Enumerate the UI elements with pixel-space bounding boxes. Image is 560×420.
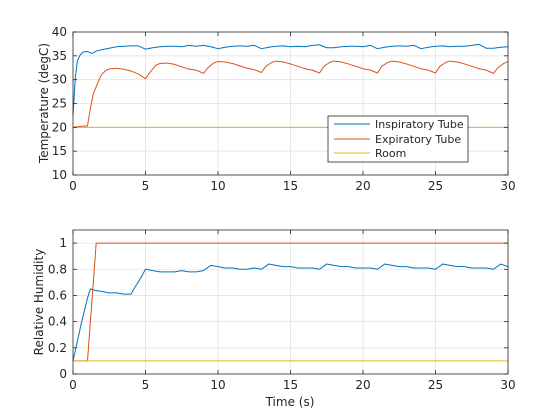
temperature-x-tick-label: 30: [500, 179, 515, 193]
temperature-x-tick-label: 20: [355, 179, 370, 193]
humidity-y-axis-label: Relative Humidity: [32, 249, 46, 356]
temperature-line-expiratory-tube: [72, 60, 509, 128]
temperature-ticks: 0 5 10 15 20 25 30 10 15 20 25 30 35 40: [52, 25, 516, 193]
temperature-y-tick-label: 10: [52, 168, 67, 182]
time-x-axis-label: Time (s): [265, 395, 315, 409]
humidity-x-tick-label: 15: [283, 378, 298, 392]
humidity-axes: 0 5 10 15 20 25 30 0 0.2 0.4 0.6 0.8 1 Relative Humi…: [32, 229, 516, 409]
legend-label-inspiratory-tube: Inspiratory Tube: [375, 118, 464, 131]
temperature-y-tick-label: 30: [52, 73, 67, 87]
temperature-x-tick-label: 5: [142, 179, 150, 193]
temperature-x-tick-label: 15: [283, 179, 298, 193]
humidity-y-tick-label: 0.4: [48, 315, 67, 329]
legend-label-room: Room: [375, 147, 406, 160]
humidity-y-tick-label: 0.2: [48, 341, 67, 355]
temperature-y-tick-label: 20: [52, 120, 67, 134]
temperature-axes: 0 5 10 15 20 25 30 10 15 20 25 30 35 40 Temperature (…: [37, 25, 516, 193]
humidity-y-tick-label: 0.6: [48, 288, 67, 302]
temperature-y-tick-label: 15: [52, 144, 67, 158]
humidity-x-tick-label: 10: [210, 378, 225, 392]
temperature-line-inspiratory-tube: [72, 43, 509, 116]
temperature-y-tick-label: 25: [52, 97, 67, 111]
humidity-y-tick-label: 0.8: [48, 262, 67, 276]
humidity-line-series-1: [72, 263, 509, 362]
humidity-y-tick-label: 1: [59, 236, 67, 250]
humidity-x-tick-label: 25: [428, 378, 443, 392]
humidity-y-tick-label: 0: [59, 367, 67, 381]
legend-label-expiratory-tube: Expiratory Tube: [375, 133, 461, 146]
temperature-y-tick-label: 40: [52, 25, 67, 39]
temperature-y-axis-label: Temperature (degC): [37, 43, 51, 164]
humidity-ticks: 0 5 10 15 20 25 30 0 0.2 0.4 0.6 0.8 1: [48, 230, 516, 392]
temperature-legend: Inspiratory Tube Expiratory Tube Room: [327, 115, 469, 163]
temperature-x-tick-label: 10: [210, 179, 225, 193]
temperature-y-tick-label: 35: [52, 49, 67, 63]
temperature-x-tick-label: 25: [428, 179, 443, 193]
humidity-x-tick-label: 20: [355, 378, 370, 392]
humidity-x-tick-label: 5: [142, 378, 150, 392]
humidity-x-tick-label: 0: [69, 378, 77, 392]
humidity-x-tick-label: 30: [500, 378, 515, 392]
temperature-x-tick-label: 0: [69, 179, 77, 193]
humidity-series: [72, 242, 509, 362]
